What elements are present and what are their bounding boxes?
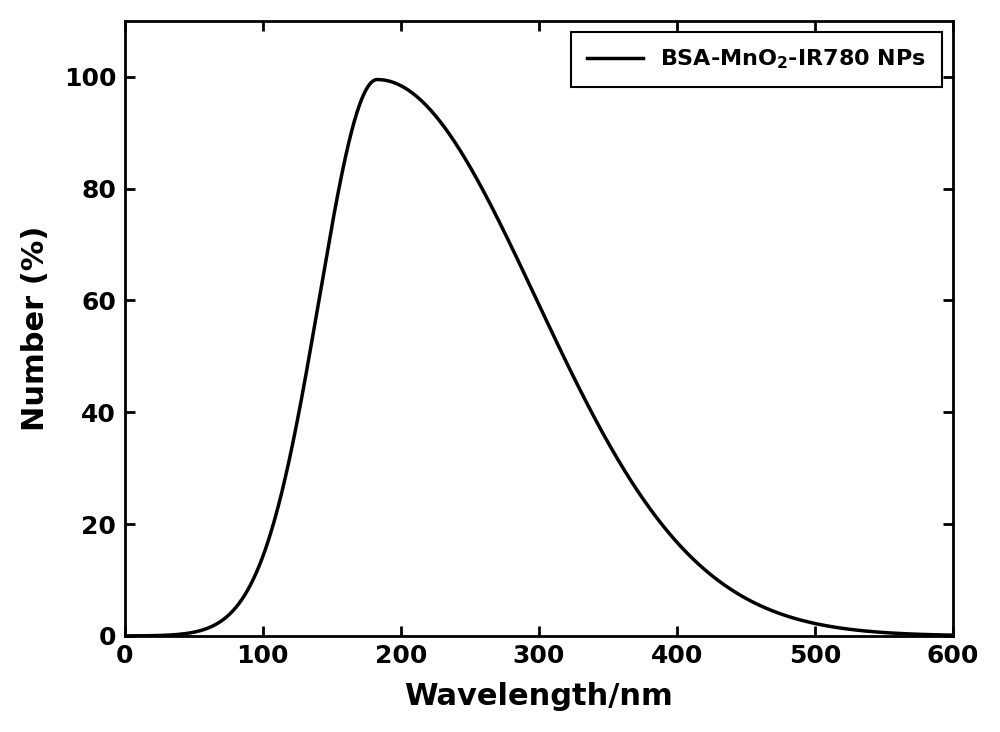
BSA-MnO$_2$-IR780 NPs [431, 113, 443, 122]
X-axis label: Wavelength/nm: Wavelength/nm [404, 682, 673, 712]
BSA-MnO$_2$-IR780 NPs [119, 632, 131, 640]
BSA-MnO$_2$-IR780 NPs [947, 631, 959, 640]
Legend: BSA-MnO$_2$-IR780 NPs: BSA-MnO$_2$-IR780 NPs [571, 32, 942, 86]
Y-axis label: Number (%): Number (%) [21, 225, 50, 431]
BSA-MnO$_2$-IR780 NPs [320, 257, 332, 266]
BSA-MnO$_2$-IR780 NPs [311, 307, 323, 316]
Line: BSA-MnO$_2$-IR780 NPs: BSA-MnO$_2$-IR780 NPs [125, 80, 953, 636]
BSA-MnO$_2$-IR780 NPs [315, 282, 327, 291]
BSA-MnO$_2$-IR780 NPs [940, 631, 952, 640]
BSA-MnO$_2$-IR780 NPs [490, 211, 502, 220]
BSA-MnO$_2$-IR780 NPs [371, 75, 383, 84]
